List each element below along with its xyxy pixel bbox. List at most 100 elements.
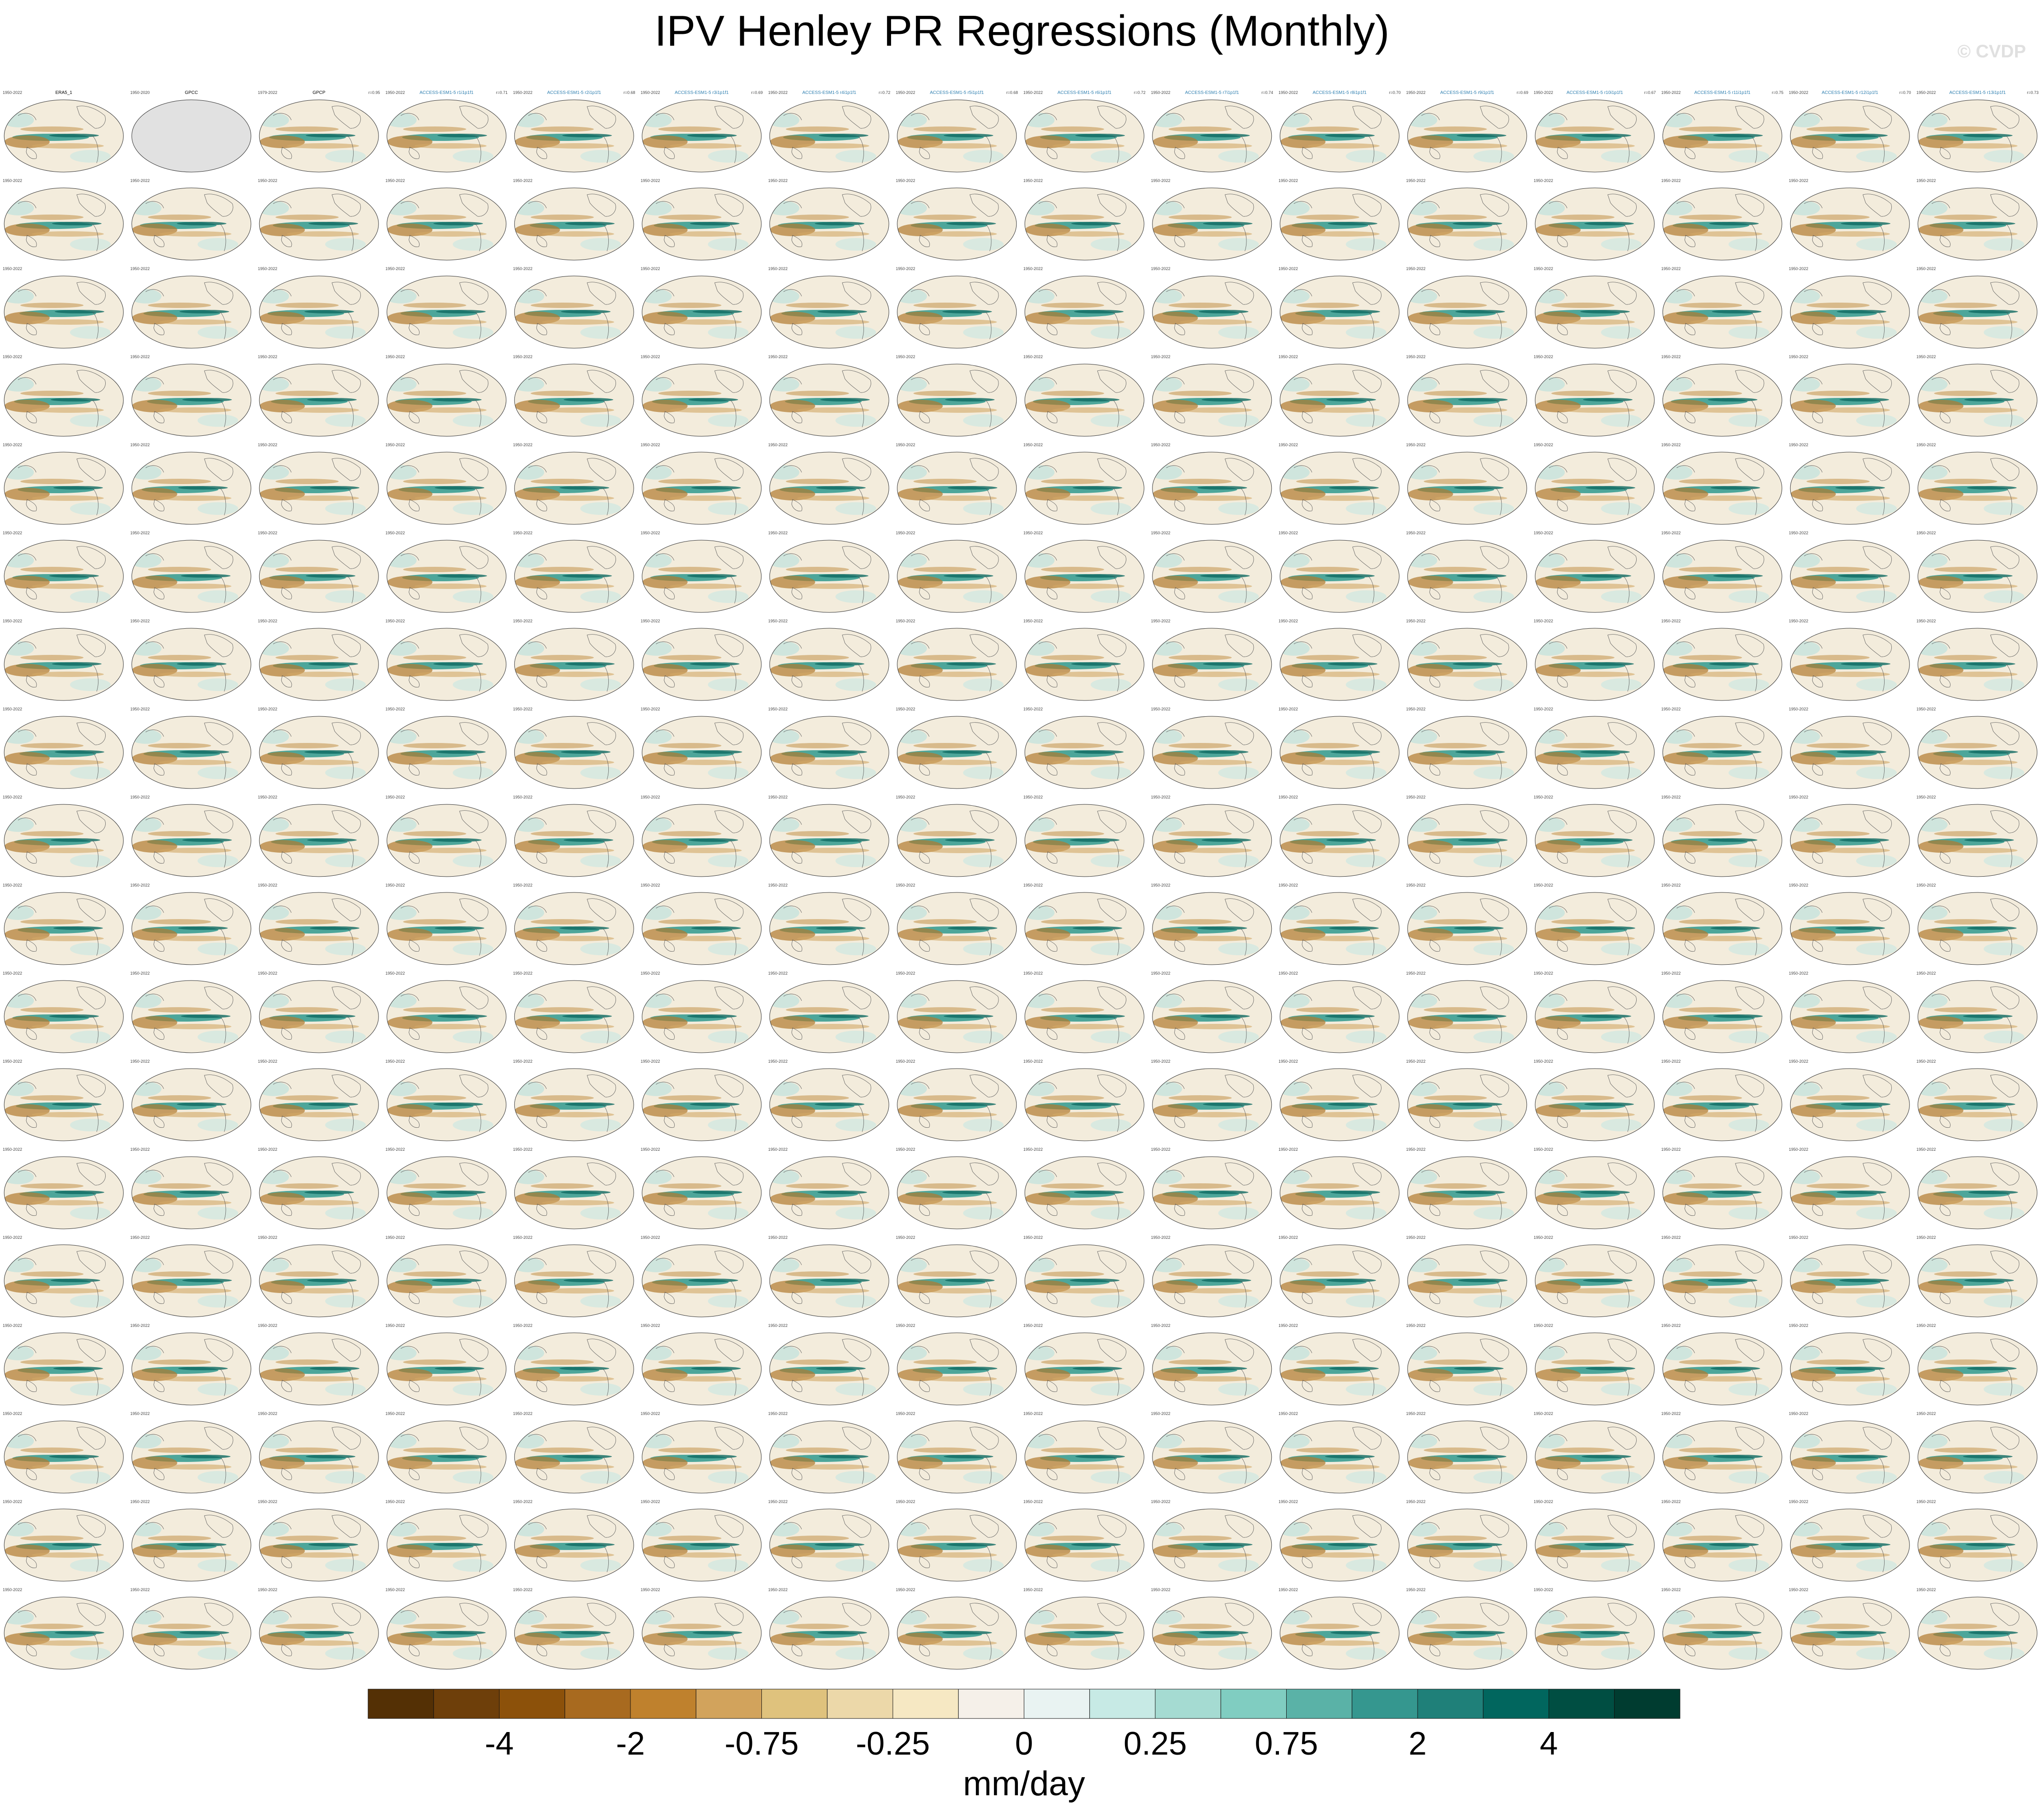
- panel-years: 1950-2022: [386, 443, 405, 447]
- panel-years: 1950-2022: [641, 1499, 660, 1504]
- panel-years: 1950-2022: [131, 266, 150, 271]
- panel-years: 1950-2022: [386, 707, 405, 711]
- colorbar-swatch: [499, 1689, 565, 1719]
- panel-years: 1950-2022: [513, 1411, 532, 1416]
- regression-map-panel: 1950-2022: [1279, 531, 1400, 613]
- regression-map-panel: 1950-2022: [386, 1411, 507, 1494]
- panel-years: 1950-2022: [1279, 1588, 1298, 1592]
- regression-map-panel: 1950-2022: [1406, 531, 1527, 613]
- regression-map-panel: 1950-2022: [1406, 1059, 1527, 1141]
- panel-years: 1950-2022: [258, 795, 277, 799]
- regression-map-panel: 1950-2022: [1151, 707, 1272, 789]
- colorbar-swatch: [565, 1689, 631, 1719]
- panel-years: 1950-2022: [896, 443, 915, 447]
- regression-map-panel: 1950-2022: [131, 971, 252, 1053]
- panel-years: 1950-2022: [896, 1588, 915, 1592]
- panel-years: 1950-2022: [1279, 178, 1298, 183]
- panel-corr: r=0.72: [879, 90, 891, 95]
- regression-map-panel: 1950-2022: [3, 443, 124, 525]
- panel-years: 1950-2022: [1661, 1147, 1681, 1152]
- panel-years: 1950-2022: [641, 443, 660, 447]
- panel-years: 1950-2022: [641, 795, 660, 799]
- panel-corr: r=0.75: [1772, 90, 1783, 95]
- regression-map-panel: 1950-2022: [896, 1059, 1017, 1141]
- panel-years: 1950-2022: [513, 619, 532, 623]
- regression-map-panel: 1950-2022 ERA5_1: [3, 90, 124, 173]
- panel-years: 1950-2022: [768, 619, 788, 623]
- regression-map-panel: 1950-2022: [1151, 795, 1272, 877]
- colorbar-swatch: [433, 1689, 499, 1719]
- panel-years: 1950-2022: [1151, 443, 1171, 447]
- regression-map-panel: 1950-2022: [768, 531, 889, 613]
- panel-years: 1950-2022: [258, 1323, 277, 1328]
- regression-map-panel: 1950-2022: [1023, 1411, 1144, 1494]
- regression-map-panel: 1950-2022: [258, 707, 379, 789]
- panel-years: 1950-2022: [1023, 1235, 1043, 1240]
- regression-map-panel: 1950-2022: [513, 266, 634, 349]
- panel-years: 1950-2022: [1789, 355, 1808, 359]
- panel-title: ACCESS-ESM1-5 r1i1p1f1: [420, 90, 474, 95]
- panel-corr: r=0.70: [1389, 90, 1401, 95]
- panel-years: 1950-2022: [896, 1499, 915, 1504]
- panel-years: 1950-2022: [1279, 1059, 1298, 1064]
- regression-map-panel: 1950-2022: [258, 883, 379, 965]
- regression-map-panel: 1950-2022: [1789, 795, 1910, 877]
- regression-map-panel: 1950-2022: [1151, 1588, 1272, 1670]
- panel-years: 1950-2022: [1917, 1235, 1936, 1240]
- panel-years: 1950-2022: [1789, 266, 1808, 271]
- panel-years: 1950-2022: [1151, 1235, 1171, 1240]
- regression-map-panel: 1950-2022: [641, 531, 762, 613]
- regression-map-panel: 1950-2022: [1789, 1147, 1910, 1229]
- regression-map-panel: 1950-2022: [3, 707, 124, 789]
- panel-years: 1950-2022: [1534, 1588, 1553, 1592]
- regression-map-panel: 1950-2022: [1023, 266, 1144, 349]
- panel-years: 1950-2022: [258, 1499, 277, 1504]
- regression-map-panel: 1950-2022: [1661, 1235, 1783, 1317]
- panel-years: 1950-2022: [131, 1411, 150, 1416]
- panel-years: 1950-2022: [1534, 795, 1553, 799]
- panel-years: 1950-2022: [1151, 90, 1171, 95]
- regression-map-panel: 1950-2022: [131, 531, 252, 613]
- regression-map-panel: 1950-2020 GPCC: [131, 90, 252, 173]
- regression-map-panel: 1950-2022: [386, 971, 507, 1053]
- regression-map-panel: 1950-2022: [1406, 1235, 1527, 1317]
- panel-years: 1950-2022: [1661, 1059, 1681, 1064]
- panel-years: 1950-2022: [1917, 1588, 1936, 1592]
- panel-years: 1950-2022: [1151, 1499, 1171, 1504]
- panel-years: 1950-2022: [1789, 1235, 1808, 1240]
- regression-map-panel: 1950-2022: [1789, 1323, 1910, 1405]
- panel-years: 1950-2022: [1661, 355, 1681, 359]
- panel-years: 1950-2022: [386, 1323, 405, 1328]
- regression-map-panel: 1950-2022: [1406, 1147, 1527, 1229]
- panel-years: 1950-2022: [131, 883, 150, 887]
- regression-map-panel: 1950-2022: [258, 1323, 379, 1405]
- panel-years: 1950-2022: [1534, 1147, 1553, 1152]
- panel-years: 1950-2022: [896, 1235, 915, 1240]
- panel-years: 1950-2022: [1279, 619, 1298, 623]
- panel-years: 1950-2022: [896, 1059, 915, 1064]
- panel-years: 1950-2022: [513, 1323, 532, 1328]
- panel-years: 1950-2022: [1917, 1147, 1936, 1152]
- colorbar-tick-label: -0.75: [724, 1726, 798, 1762]
- panel-years: 1950-2022: [258, 619, 277, 623]
- regression-map-panel: 1950-2022: [1661, 1059, 1783, 1141]
- panel-years: 1950-2022: [641, 355, 660, 359]
- panel-years: 1950-2022: [1406, 883, 1426, 887]
- regression-map-panel: 1950-2022: [258, 1499, 379, 1582]
- panel-years: 1950-2022: [131, 795, 150, 799]
- panel-years: 1950-2022: [1406, 795, 1426, 799]
- regression-map-panel: 1950-2022: [1661, 178, 1783, 261]
- panel-years: 1950-2022: [131, 531, 150, 535]
- regression-map-panel: 1950-2022: [896, 355, 1017, 437]
- panel-years: 1950-2022: [1279, 1411, 1298, 1416]
- panel-years: 1950-2022: [258, 178, 277, 183]
- panel-years: 1950-2022: [1151, 178, 1171, 183]
- regression-map-panel: 1950-2022: [1534, 1588, 1655, 1670]
- colorbar-swatch: [827, 1689, 893, 1719]
- panel-years: 1950-2022: [3, 1588, 22, 1592]
- panel-years: 1950-2022: [1789, 1411, 1808, 1416]
- panel-years: 1950-2022: [131, 443, 150, 447]
- regression-map-panel: 1950-2022: [896, 883, 1017, 965]
- panel-years: 1950-2022: [513, 707, 532, 711]
- regression-map-panel: 1950-2022: [768, 1411, 889, 1494]
